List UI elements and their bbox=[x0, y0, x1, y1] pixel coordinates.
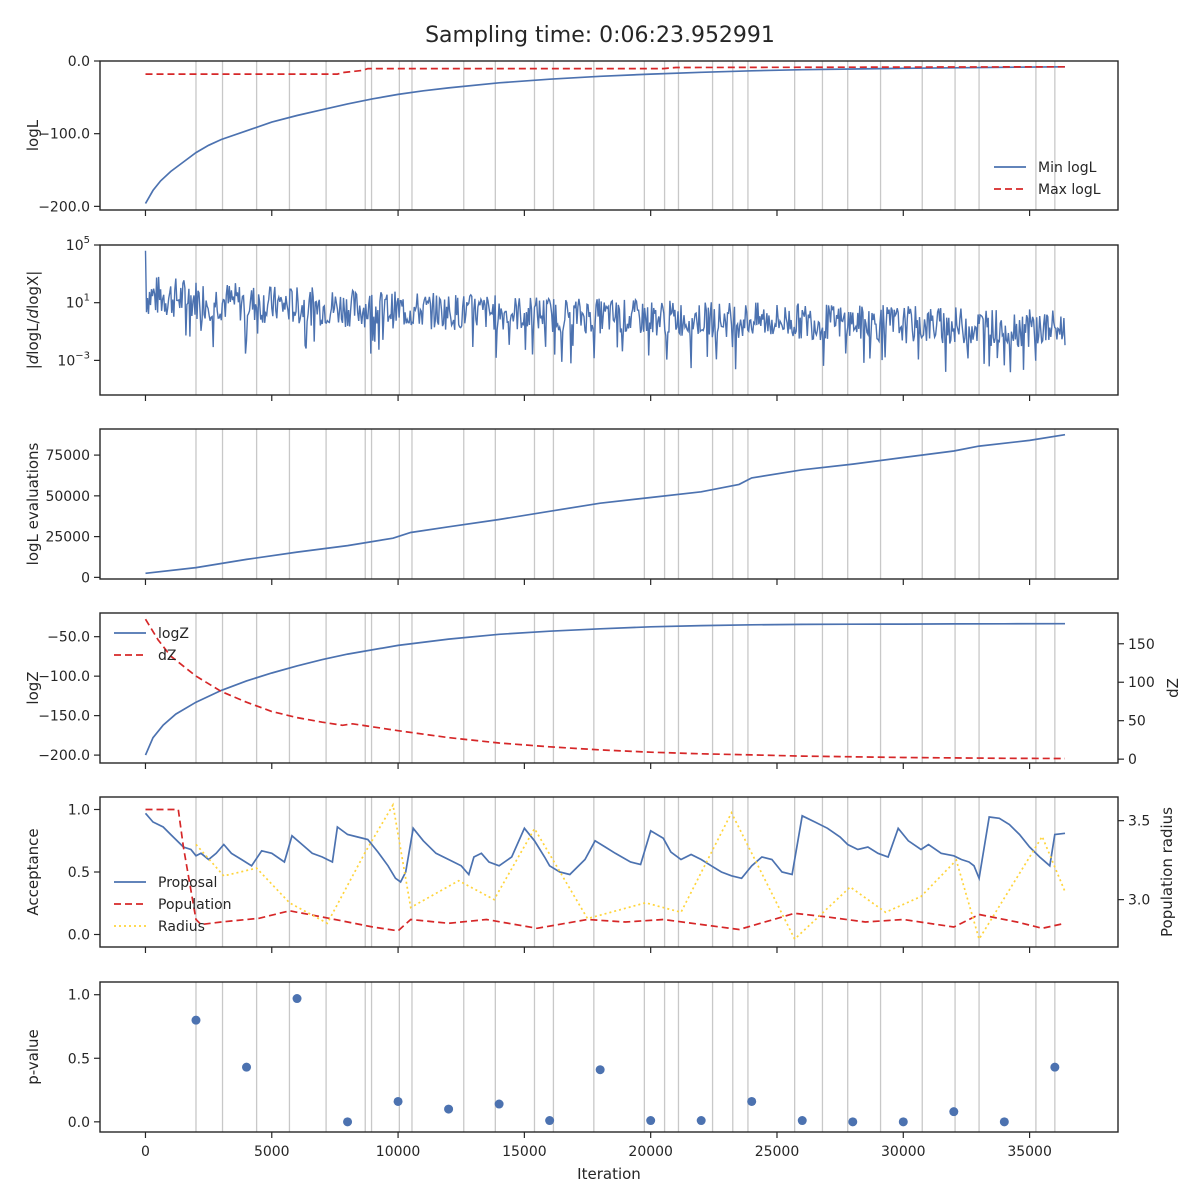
figure-title: Sampling time: 0:06:23.952991 bbox=[425, 23, 775, 48]
y-tick-label: 1.0 bbox=[68, 988, 90, 1004]
panel-5: 0.0 0.5 1.0 3.0 3.5 Acceptance Population radi… bbox=[24, 796, 1176, 953]
proposal-line bbox=[144, 812, 1066, 884]
y-tick-label: −150.0 bbox=[38, 709, 90, 725]
data-point bbox=[747, 1096, 757, 1106]
data-point bbox=[393, 1096, 403, 1106]
dz-line bbox=[144, 618, 1066, 760]
y2-tick-label: 150 bbox=[1128, 637, 1155, 653]
x-tick-label: 0 bbox=[141, 1144, 150, 1160]
y-tick-label: 0.0 bbox=[68, 1115, 90, 1131]
legend-label: Radius bbox=[158, 919, 205, 935]
x-tick-label: 30000 bbox=[881, 1144, 926, 1160]
y-tick-label: 1.0 bbox=[68, 803, 90, 819]
legend-label: Max logL bbox=[1038, 182, 1101, 198]
data-point bbox=[949, 1107, 959, 1117]
y-tick-label: −200.0 bbox=[38, 199, 90, 215]
panel-frame bbox=[99, 796, 1119, 948]
legend-label: Min logL bbox=[1038, 160, 1097, 176]
y2-tick-label: 3.5 bbox=[1128, 814, 1150, 830]
legend-label: Population bbox=[158, 897, 232, 913]
y-tick-label: 0.0 bbox=[68, 54, 90, 70]
x-tick-label: 10000 bbox=[376, 1144, 421, 1160]
data-point bbox=[1050, 1062, 1060, 1072]
y-tick-label: −50.0 bbox=[47, 630, 90, 646]
y-tick-label: 25000 bbox=[45, 530, 90, 546]
y2-tick-label: 100 bbox=[1128, 675, 1155, 691]
data-point bbox=[444, 1104, 454, 1114]
panel-frame bbox=[99, 612, 1119, 764]
y-axis-label: logL bbox=[24, 119, 42, 151]
panel-frame bbox=[99, 981, 1119, 1133]
data-point bbox=[848, 1117, 858, 1127]
y2-tick-label: 50 bbox=[1128, 714, 1146, 730]
y-tick-label: 75000 bbox=[45, 448, 90, 464]
legend: logZ dZ bbox=[114, 626, 189, 664]
data-point bbox=[595, 1065, 605, 1075]
data-point bbox=[545, 1116, 555, 1126]
y2-axis-label: Population radius bbox=[1158, 807, 1176, 937]
y2-axis-label: dZ bbox=[1164, 678, 1182, 698]
y-tick-label: −100.0 bbox=[38, 669, 90, 685]
data-point bbox=[242, 1062, 252, 1072]
data-point bbox=[646, 1116, 656, 1126]
logz-line bbox=[144, 622, 1066, 756]
min-logl-line bbox=[144, 65, 1066, 204]
x-tick-label: 15000 bbox=[502, 1144, 547, 1160]
panel-frame bbox=[99, 60, 1119, 211]
y-axis-label: logZ bbox=[24, 671, 42, 704]
y-tick-label: 105 bbox=[66, 235, 90, 254]
x-tick-label: 35000 bbox=[1007, 1144, 1052, 1160]
derivative-line bbox=[144, 250, 1066, 373]
data-point bbox=[999, 1117, 1009, 1127]
y2-tick-label: 0 bbox=[1128, 752, 1137, 768]
legend-label: Proposal bbox=[158, 875, 217, 891]
data-point bbox=[797, 1116, 807, 1126]
panel-6: 0.0 0.5 1.0 0 5000 10000 15000 20000 25000 30000 3… bbox=[24, 981, 1119, 1183]
y-tick-label: 0 bbox=[81, 570, 90, 586]
legend-label: logZ bbox=[158, 626, 189, 642]
max-logl-line bbox=[145, 65, 1066, 75]
x-tick-label: 5000 bbox=[254, 1144, 290, 1160]
data-point bbox=[494, 1099, 504, 1109]
y-tick-label: 0.5 bbox=[68, 865, 90, 881]
population-line bbox=[145, 808, 1066, 932]
x-axis-label: Iteration bbox=[577, 1165, 641, 1183]
data-point bbox=[898, 1117, 908, 1127]
legend-label: dZ bbox=[158, 648, 176, 664]
data-point bbox=[191, 1015, 201, 1025]
legend: Proposal Population Radius bbox=[114, 875, 232, 935]
y-tick-label: −100.0 bbox=[38, 127, 90, 143]
y-axis-label: logL evaluations bbox=[24, 442, 42, 565]
y2-tick-label: 3.0 bbox=[1128, 893, 1150, 909]
x-tick-label: 20000 bbox=[628, 1144, 673, 1160]
y-tick-label: 50000 bbox=[45, 489, 90, 505]
y-axis-label: |dlogL/dlogX| bbox=[24, 271, 42, 370]
y-axis-label: Acceptance bbox=[24, 828, 42, 915]
panel-frame bbox=[99, 244, 1119, 396]
data-point bbox=[292, 994, 302, 1004]
legend: Min logL Max logL bbox=[994, 160, 1101, 198]
y-tick-label: 0.5 bbox=[68, 1051, 90, 1067]
y-tick-label: −200.0 bbox=[38, 748, 90, 764]
panel-2: 105 101 10−3 |dlogL/dlogX| bbox=[24, 235, 1119, 401]
y-tick-label: 10−3 bbox=[57, 350, 90, 369]
panel-frame bbox=[99, 428, 1119, 580]
data-point bbox=[343, 1117, 353, 1127]
y-tick-label: 0.0 bbox=[68, 928, 90, 944]
series-line bbox=[145, 433, 1066, 575]
panel-1: 0.0 −100.0 −200.0 logL Min logL Max logL bbox=[24, 54, 1119, 216]
x-tick-label: 25000 bbox=[755, 1144, 800, 1160]
y-tick-label: 101 bbox=[66, 293, 90, 312]
y-axis-label: p-value bbox=[24, 1029, 42, 1085]
data-point bbox=[696, 1116, 706, 1126]
